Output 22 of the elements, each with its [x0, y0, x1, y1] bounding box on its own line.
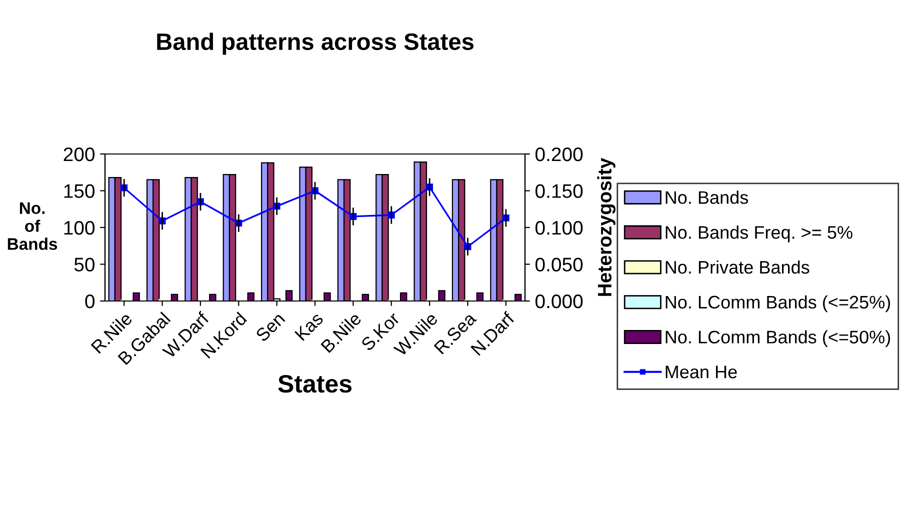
- y2-tick-label: 0.000: [535, 294, 583, 308]
- legend-label: Mean He: [666, 366, 737, 378]
- legend-label: No. Bands Freq. >= 5%: [666, 226, 852, 242]
- legend-label: No. Private Bands: [666, 260, 810, 274]
- legend-label: No. LComm Bands (<=25%): [666, 295, 890, 312]
- y-tick-label: 0: [85, 294, 95, 308]
- y-tick-label: 150: [64, 184, 95, 198]
- y2-axis-title: Heterozygosity: [597, 158, 616, 296]
- y-tick-label: 50: [74, 258, 95, 272]
- y2-tick-label: 0.150: [535, 184, 583, 198]
- chart-title: Band patterns across States: [157, 32, 474, 55]
- y2-tick-label: 0.050: [535, 258, 583, 272]
- y2-tick-label: 0.200: [535, 147, 583, 162]
- y-tick-label: 200: [64, 147, 95, 162]
- y-axis-title: No. of Bands: [8, 202, 58, 250]
- x-tick-label: Sen: [255, 312, 286, 342]
- legend-label: No. Bands: [666, 190, 748, 204]
- x-axis-title: States: [278, 374, 352, 393]
- x-tick-label: Kas: [294, 312, 324, 342]
- y-tick-label: 100: [64, 220, 95, 235]
- y2-tick-label: 0.100: [535, 220, 583, 235]
- legend-label: No. LComm Bands (<=50%): [666, 330, 890, 348]
